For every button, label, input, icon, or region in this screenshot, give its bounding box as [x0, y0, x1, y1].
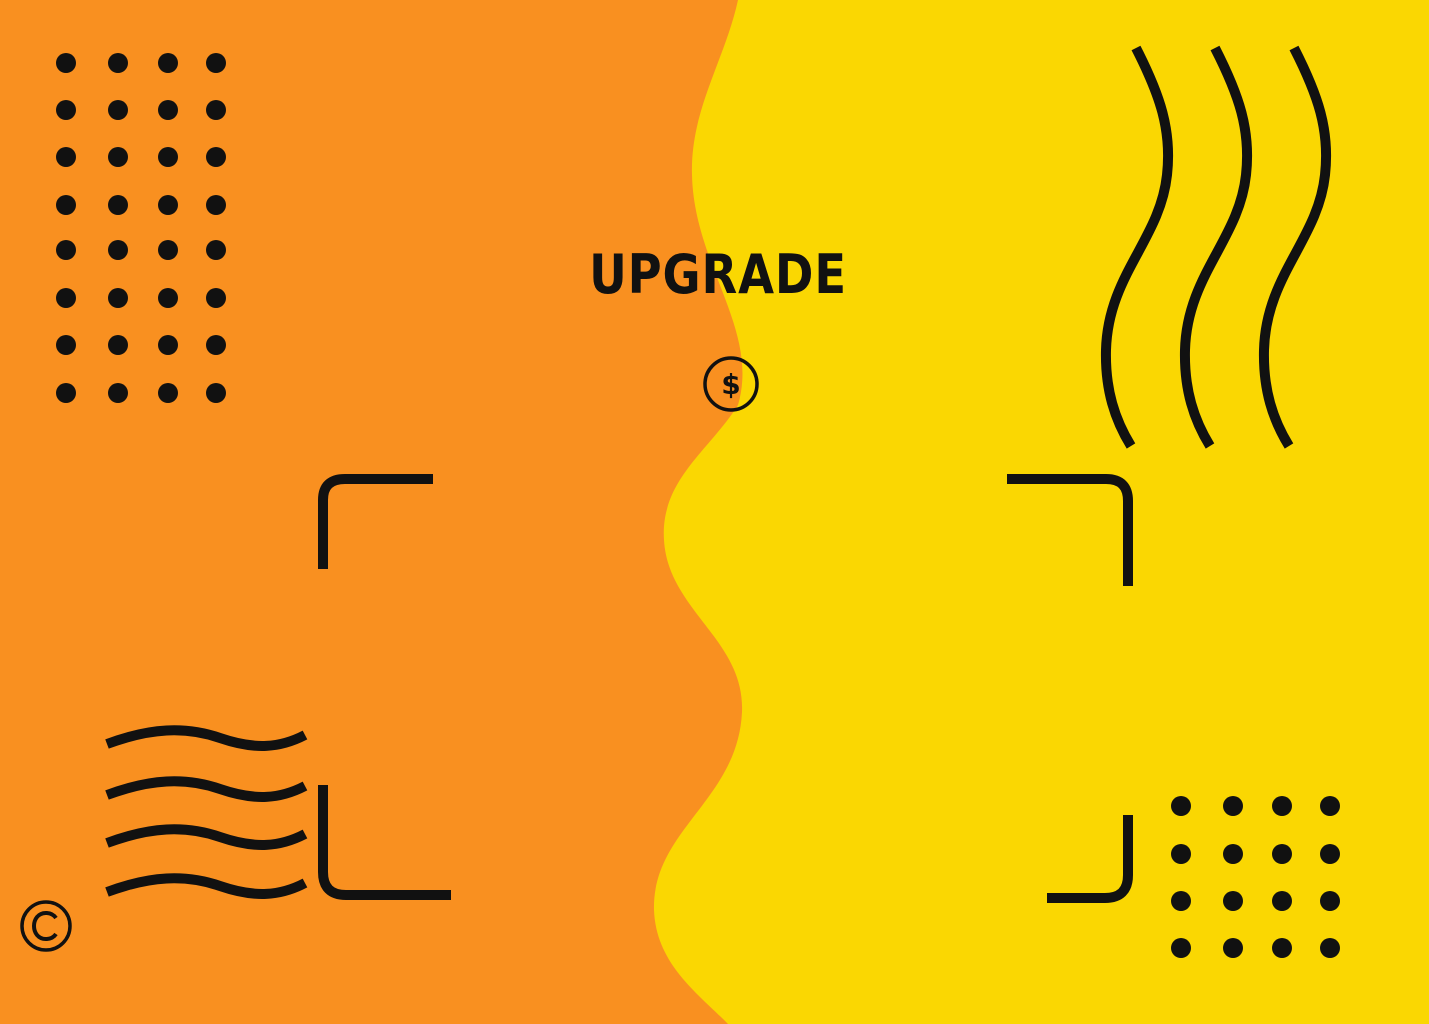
- copyright-icon: [18, 898, 74, 954]
- corner-top-right: [1007, 474, 1133, 586]
- dot-grid-bottom-right: [1171, 796, 1340, 958]
- page-title: UPGRADE: [589, 243, 847, 306]
- corner-top-left: [318, 474, 433, 569]
- yellow-background: [653, 0, 1429, 1024]
- horizontal-waves: [105, 725, 308, 899]
- upgrade-dollar-button[interactable]: $: [700, 354, 760, 414]
- dollar-coin-icon: $: [703, 356, 759, 412]
- corner-bottom-right: [1047, 815, 1133, 903]
- corner-bottom-left: [318, 785, 451, 900]
- frame-corners: [318, 474, 1133, 903]
- dot-grid-top-left: [56, 53, 226, 403]
- svg-text:$: $: [721, 368, 740, 401]
- vertical-waves: [1100, 45, 1332, 449]
